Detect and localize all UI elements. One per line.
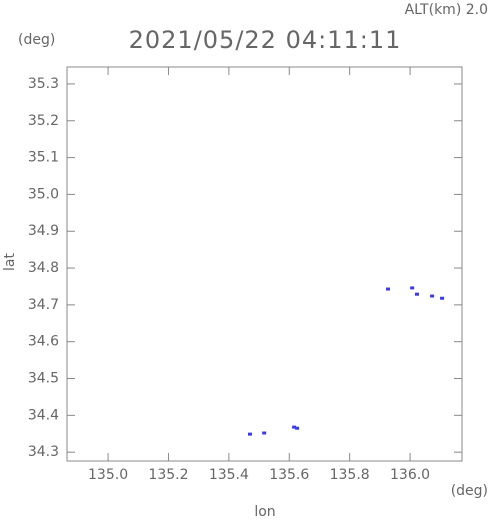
y-tick-label: 34.3 [28,444,59,460]
x-tick-label: 135.4 [209,467,249,483]
point [410,286,415,290]
plot-frame [66,66,463,462]
y-tick-label: 34.8 [28,260,59,276]
y-tick-label: 34.4 [28,407,59,423]
point [386,287,391,291]
y-tick-label: 35.1 [28,150,59,166]
y-unit: (deg) [18,32,55,48]
point [430,294,435,298]
x-unit: (deg) [451,483,488,499]
x-axis-label: lon [254,504,275,520]
point [440,296,445,300]
subtitle: ALT(km) 2.0 [405,2,488,18]
y-tick-label: 35.3 [28,76,59,92]
point [415,292,420,296]
y-tick-label: 35.0 [28,186,59,202]
y-tick-label: 34.9 [28,223,59,239]
y-axis-label: lat [2,253,18,271]
y-tick-label: 34.5 [28,371,59,387]
x-tick-label: 135.0 [88,467,128,483]
x-tick-label: 135.6 [269,467,309,483]
point [295,426,300,430]
x-tick-label: 136.0 [390,467,430,483]
point [292,425,297,429]
point [262,431,267,435]
y-tick-label: 34.7 [28,297,59,313]
x-tick-label: 135.2 [148,467,188,483]
y-tick-label: 35.2 [28,113,59,129]
x-tick-label: 135.8 [330,467,370,483]
point [248,432,253,436]
y-tick-label: 34.6 [28,334,59,350]
chart-title: 2021/05/22 04:11:11 [129,26,402,54]
